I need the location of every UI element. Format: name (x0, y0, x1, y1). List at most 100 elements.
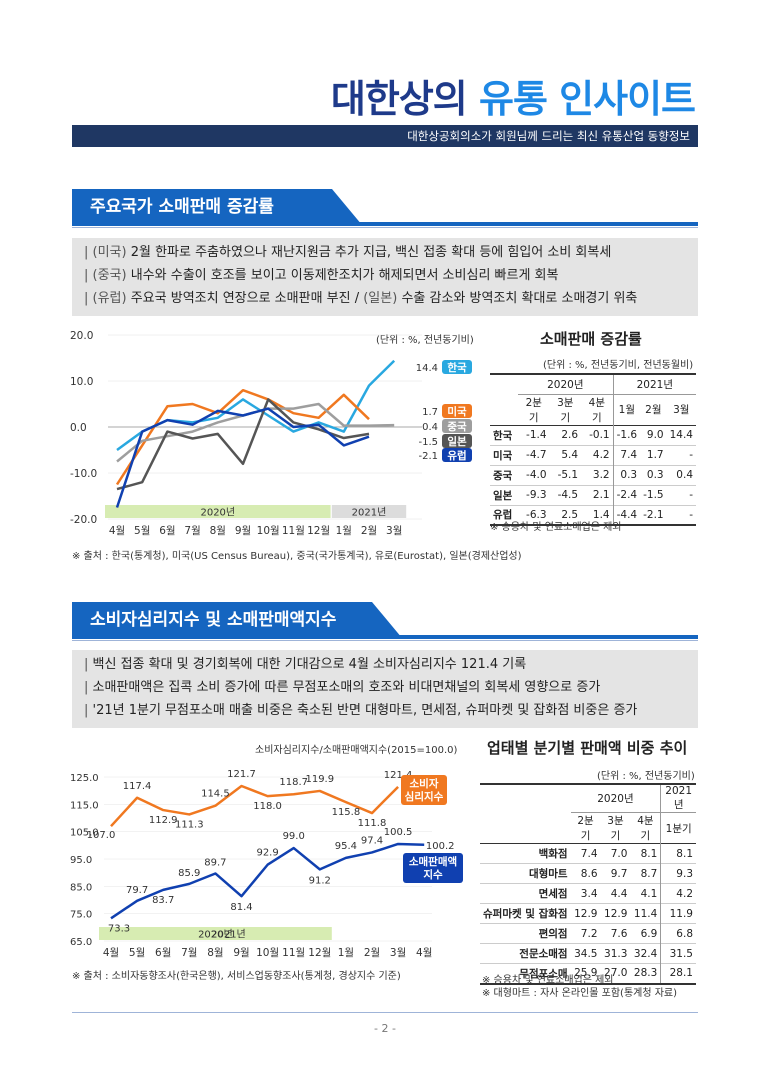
table-cell: - (689, 449, 693, 461)
bullet-item: | (중국) 내수와 수출이 호조를 보이고 이동제한조치가 해제되면서 소비심… (84, 268, 559, 283)
year-band-label: 2021년 (211, 929, 246, 941)
y-tick-label: 95.0 (70, 855, 92, 866)
x-tick-label: 1월 (336, 525, 352, 537)
x-tick-label: 9월 (235, 525, 251, 537)
column-header: 2월 (645, 404, 662, 416)
section2-source: ※ 출처 : 소비자동향조사(한국은행), 서비스업동향조사(통계청, 경상지수… (72, 971, 401, 982)
x-tick-label: 11월 (282, 947, 305, 959)
section-line-thin (72, 227, 698, 228)
table-cell: -4.0 (526, 469, 547, 481)
data-label: 117.4 (123, 781, 152, 792)
table-cell: 1.4 (581, 505, 614, 525)
chart1-unit: (단위 : %, 전년동기비) (376, 335, 474, 346)
table-row: 중국 -4.0 -5.1 3.2 0.3 0.3 0.4 (490, 465, 696, 485)
data-label: 115.8 (332, 807, 361, 818)
table-cell: 8.6 (580, 867, 598, 880)
table-cell: 34.5 (574, 947, 598, 960)
year-header: 2021년 (660, 784, 696, 813)
table-cell: 25.9 (574, 967, 598, 980)
table-cell: -4.7 (526, 449, 547, 461)
y-tick-label: 75.0 (70, 910, 92, 921)
table-cell: -1.5 (643, 489, 664, 501)
table-row: 유럽 -6.3 2.5 1.4 -4.4 -2.1 - (490, 505, 696, 525)
table1-unit: (단위 : %, 전년동기비, 전년동월비) (543, 360, 694, 371)
series-end-value: 14.4 (416, 363, 438, 374)
table-cell: 6.8 (676, 927, 693, 940)
table-cell: -4.5 (557, 489, 579, 501)
series-line (116, 398, 370, 491)
y-tick-label: 65.0 (70, 937, 92, 948)
table-cell: 1.7 (646, 449, 664, 461)
column-header: 1월 (618, 404, 636, 416)
column-header: 2분기 (525, 396, 542, 424)
data-label: 95.4 (335, 841, 357, 852)
legend-label: 한국 (447, 361, 467, 374)
table-cell: 28.3 (630, 963, 662, 984)
table-cell: 2.6 (561, 429, 579, 441)
table-cell: 4.1 (630, 883, 662, 904)
data-label: 121.7 (227, 769, 256, 780)
row-label: 한국 (493, 429, 513, 442)
column-header: 3분기 (557, 396, 574, 424)
table2: 2020년 2021년 2분기 3분기 4분기 1분기 백화점 7.4 7.0 8.1 8.1 대형마… (480, 783, 696, 985)
table-cell: 0.3 (620, 469, 638, 481)
x-tick-label: 5월 (129, 947, 145, 959)
section1-title: 주요국가 소매판매 증감률 (72, 189, 362, 225)
legend-label: 소매판매액 (409, 855, 457, 868)
data-label: 85.9 (178, 868, 200, 879)
x-tick-label: 6월 (159, 525, 175, 537)
bullet-item: | '21년 1분기 무점포소매 매출 비중은 축소된 반면 대형마트, 면세점… (84, 703, 638, 718)
data-label: 100.2 (426, 841, 455, 852)
table-cell: 14.4 (669, 429, 693, 441)
row-label: 슈퍼마켓 및 잡화점 (483, 908, 568, 920)
table-cell: 7.0 (610, 847, 628, 860)
row-label: 일본 (493, 489, 513, 502)
table-row: 한국 -1.4 2.6 -0.1 -1.6 9.0 14.4 (490, 425, 696, 445)
table2-note-1: ※ 승용차 및 연료소매업은 제외 (482, 975, 614, 986)
table-cell: 9.7 (610, 867, 628, 880)
x-tick-label: 5월 (134, 525, 150, 537)
table-cell: 12.9 (604, 907, 628, 920)
table-row: 미국 -4.7 5.4 4.2 7.4 1.7 - (490, 445, 696, 465)
data-label: 119.9 (305, 774, 334, 785)
year-band-label: 2020년 (200, 507, 235, 519)
legend-label: 미국 (447, 405, 467, 418)
x-tick-label: 2월 (361, 525, 377, 537)
row-label: 전문소매점 (519, 948, 568, 960)
table-cell: 3.4 (580, 887, 598, 900)
page-title: 대한상의 유통 인사이트 (331, 68, 696, 123)
subtitle-bar: 대한상공회의소가 회원님께 드리는 최신 유통산업 동향정보 (72, 125, 698, 147)
table1-title: 소매판매 증감률 (540, 330, 642, 348)
footer-line (72, 1012, 698, 1013)
table-cell: 32.4 (630, 943, 662, 964)
bullet-item: | 소매판매액은 집콕 소비 증가에 따른 무점포소매의 호조와 비대면채널의 … (84, 680, 601, 695)
legend-swatch (442, 419, 472, 433)
table-cell: - (689, 508, 693, 521)
bullet-item: | (미국) 2월 한파로 주춤하였으나 재난지원금 추가 지급, 백신 접종 … (84, 245, 612, 260)
legend-swatch (442, 434, 472, 448)
y-tick-label: 10.0 (70, 376, 93, 388)
table-row: 무점포소매 25.9 27.0 28.3 28.1 (480, 963, 696, 984)
legend-label: 중국 (447, 421, 467, 433)
legend-swatch (442, 448, 472, 462)
section-line-thin (72, 640, 698, 641)
table-cell: -5.1 (557, 469, 579, 481)
table-row: 편의점 7.2 7.6 6.9 6.8 (480, 923, 696, 944)
table-cell: 12.9 (574, 907, 598, 920)
data-label: 97.4 (361, 835, 383, 846)
table-cell: - (689, 489, 693, 501)
data-label: 118.0 (253, 801, 282, 812)
table-cell: 4.4 (610, 887, 628, 900)
x-tick-label: 12월 (307, 525, 330, 537)
legend-swatch (442, 360, 472, 374)
table-row: 슈퍼마켓 및 잡화점 12.9 12.9 11.4 11.9 (480, 903, 696, 924)
y-tick-label: 0.0 (70, 422, 87, 434)
data-label: 99.0 (283, 831, 305, 842)
legend-swatch (401, 775, 447, 805)
table-cell: 6.9 (630, 923, 662, 944)
table-cell: 4.2 (581, 445, 614, 465)
table-cell: 9.3 (676, 867, 693, 880)
table-cell: 28.1 (669, 967, 693, 980)
table-cell: 0.4 (676, 469, 693, 481)
x-tick-label: 10월 (257, 525, 280, 537)
